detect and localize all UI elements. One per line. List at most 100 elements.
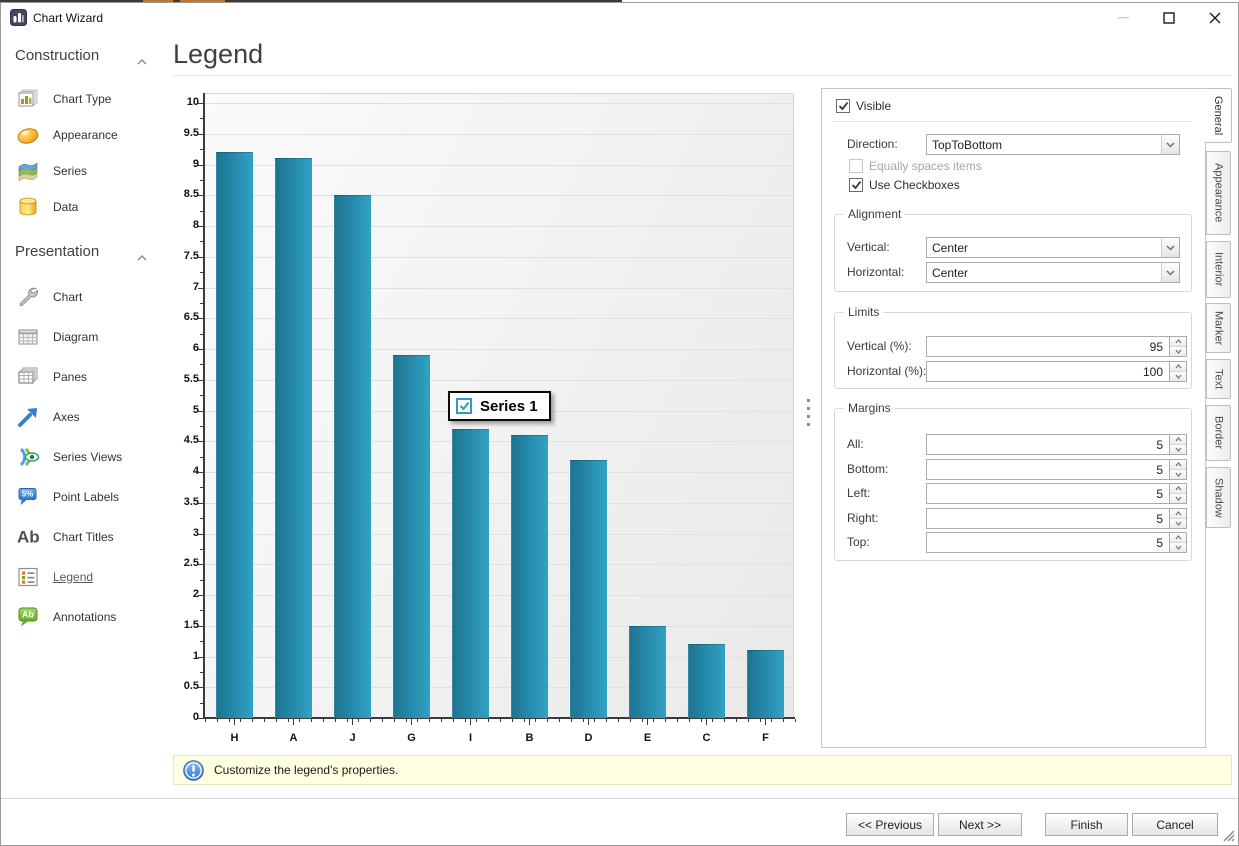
x-axis-minor-tick bbox=[205, 719, 206, 722]
cancel-button[interactable]: Cancel bbox=[1132, 813, 1218, 836]
maximize-button[interactable] bbox=[1147, 3, 1191, 33]
chart-bar-b bbox=[511, 435, 548, 718]
close-button[interactable] bbox=[1193, 3, 1237, 33]
sidebar-item-point-labels[interactable]: 5% Point Labels bbox=[15, 484, 167, 510]
alignment-vertical-dropdown[interactable]: Center bbox=[926, 237, 1180, 258]
x-axis-minor-tick bbox=[500, 719, 501, 722]
sidebar-item-chart[interactable]: Chart bbox=[15, 284, 167, 310]
visible-checkbox[interactable] bbox=[836, 99, 850, 113]
titlebar[interactable]: Chart Wizard bbox=[1, 3, 1238, 33]
tab-interior[interactable]: Interior bbox=[1206, 241, 1231, 298]
spin-down-icon[interactable] bbox=[1170, 543, 1186, 552]
margins-top-spinner[interactable]: 5 bbox=[926, 532, 1187, 553]
margins-all-spinner[interactable]: 5 bbox=[926, 434, 1187, 455]
spin-down-icon[interactable] bbox=[1170, 445, 1186, 454]
tab-shadow[interactable]: Shadow bbox=[1206, 467, 1231, 528]
sidebar-item-data[interactable]: Data bbox=[15, 194, 167, 220]
x-axis-minor-tick bbox=[594, 719, 596, 722]
margins-bottom-spinner[interactable]: 5 bbox=[926, 458, 1187, 480]
sidebar-item-legend[interactable]: Legend bbox=[15, 564, 167, 590]
spin-down-icon[interactable] bbox=[1170, 372, 1186, 381]
legend-series-checkbox[interactable] bbox=[456, 398, 472, 414]
limits-vertical-spinner[interactable]: 95 bbox=[926, 336, 1187, 357]
sidebar-item-series[interactable]: Series bbox=[15, 158, 167, 184]
x-axis-minor-tick bbox=[559, 719, 560, 722]
margins-top-value: 5 bbox=[1156, 536, 1163, 550]
x-axis-minor-tick bbox=[370, 719, 372, 722]
chevron-down-icon[interactable] bbox=[1161, 135, 1179, 154]
spin-up-icon[interactable] bbox=[1170, 533, 1186, 543]
chart-titles-icon: Ab bbox=[15, 525, 41, 549]
sidebar-item-diagram[interactable]: Diagram bbox=[15, 324, 167, 350]
y-axis-tick bbox=[198, 318, 203, 320]
direction-dropdown[interactable]: TopToBottom bbox=[926, 134, 1180, 155]
chart-bar-g bbox=[393, 355, 430, 718]
collapse-chevron-icon[interactable] bbox=[137, 52, 147, 69]
section-header-construction[interactable]: Construction bbox=[15, 47, 161, 67]
chart-legend[interactable]: Series 1 bbox=[448, 391, 551, 421]
minimize-button[interactable] bbox=[1101, 3, 1145, 33]
y-axis-tick-label: 8 bbox=[192, 219, 199, 231]
x-axis-minor-tick bbox=[582, 719, 584, 722]
next-button[interactable]: Next >> bbox=[938, 813, 1022, 836]
tab-border[interactable]: Border bbox=[1206, 405, 1231, 461]
sidebar-item-axes[interactable]: Axes bbox=[15, 404, 167, 430]
y-axis-minor-tick bbox=[200, 149, 203, 151]
section-header-presentation[interactable]: Presentation bbox=[15, 243, 161, 263]
alignment-horizontal-dropdown[interactable]: Center bbox=[926, 262, 1180, 283]
spin-down-icon[interactable] bbox=[1170, 518, 1186, 528]
tab-text[interactable]: Text bbox=[1206, 359, 1231, 399]
splitter-handle[interactable] bbox=[806, 399, 811, 433]
svg-text:5%: 5% bbox=[22, 490, 34, 499]
spin-down-icon[interactable] bbox=[1170, 469, 1186, 479]
finish-button[interactable]: Finish bbox=[1045, 813, 1128, 836]
y-axis-tick-label: 10 bbox=[186, 96, 199, 108]
sidebar-item-annotations[interactable]: Ab Annotations bbox=[15, 604, 167, 630]
y-axis-minor-tick bbox=[200, 671, 203, 673]
x-axis-minor-tick bbox=[429, 719, 431, 722]
tab-marker[interactable]: Marker bbox=[1206, 303, 1231, 353]
spin-up-icon[interactable] bbox=[1170, 435, 1186, 445]
use-checkboxes-checkbox[interactable] bbox=[849, 178, 863, 192]
margins-left-spinner[interactable]: 5 bbox=[926, 483, 1187, 504]
sidebar-item-chart-type[interactable]: Chart Type bbox=[15, 86, 167, 112]
chart-bar-e bbox=[629, 625, 666, 718]
sidebar-item-series-views[interactable]: Series Views bbox=[15, 444, 167, 470]
sidebar-item-panes[interactable]: Panes bbox=[15, 364, 167, 390]
x-axis-minor-tick bbox=[476, 719, 478, 722]
margins-bottom-value: 5 bbox=[1156, 462, 1163, 477]
y-axis-tick-label: 3 bbox=[192, 526, 199, 539]
margins-right-spinner[interactable]: 5 bbox=[926, 507, 1187, 529]
resize-grip[interactable] bbox=[1222, 829, 1235, 842]
x-axis-tick-label: C bbox=[702, 732, 711, 744]
y-axis-tick bbox=[198, 256, 203, 258]
sidebar-item-chart-titles[interactable]: Ab Chart Titles bbox=[15, 524, 167, 550]
spin-up-icon[interactable] bbox=[1170, 362, 1186, 372]
y-axis-minor-tick bbox=[200, 610, 203, 612]
x-axis-minor-tick bbox=[759, 719, 761, 722]
footer-divider bbox=[1, 798, 1238, 799]
y-axis-tick-label: 1 bbox=[192, 649, 199, 662]
spin-up-icon[interactable] bbox=[1170, 337, 1186, 347]
x-axis-tick bbox=[529, 719, 530, 725]
spin-up-icon[interactable] bbox=[1170, 508, 1186, 519]
y-axis-tick bbox=[198, 349, 203, 350]
limits-horizontal-spinner[interactable]: 100 bbox=[926, 361, 1187, 382]
margins-left-label: Left: bbox=[847, 486, 871, 500]
collapse-chevron-icon[interactable] bbox=[137, 248, 147, 265]
y-axis-tick bbox=[198, 472, 203, 473]
chevron-down-icon[interactable] bbox=[1161, 238, 1179, 257]
spin-up-icon[interactable] bbox=[1170, 484, 1186, 494]
alignment-group-title: Alignment bbox=[844, 207, 906, 221]
spin-up-icon[interactable] bbox=[1170, 459, 1186, 470]
chevron-down-icon[interactable] bbox=[1161, 263, 1179, 282]
spin-down-icon[interactable] bbox=[1170, 494, 1186, 503]
x-axis-minor-tick bbox=[795, 719, 796, 722]
spin-down-icon[interactable] bbox=[1170, 347, 1186, 356]
tab-appearance[interactable]: Appearance bbox=[1206, 151, 1231, 235]
previous-button[interactable]: << Previous bbox=[846, 813, 934, 836]
tab-general[interactable]: General bbox=[1204, 88, 1232, 143]
x-axis-minor-tick bbox=[606, 719, 608, 722]
x-axis-minor-tick bbox=[641, 719, 643, 722]
sidebar-item-appearance[interactable]: Appearance bbox=[15, 122, 167, 148]
